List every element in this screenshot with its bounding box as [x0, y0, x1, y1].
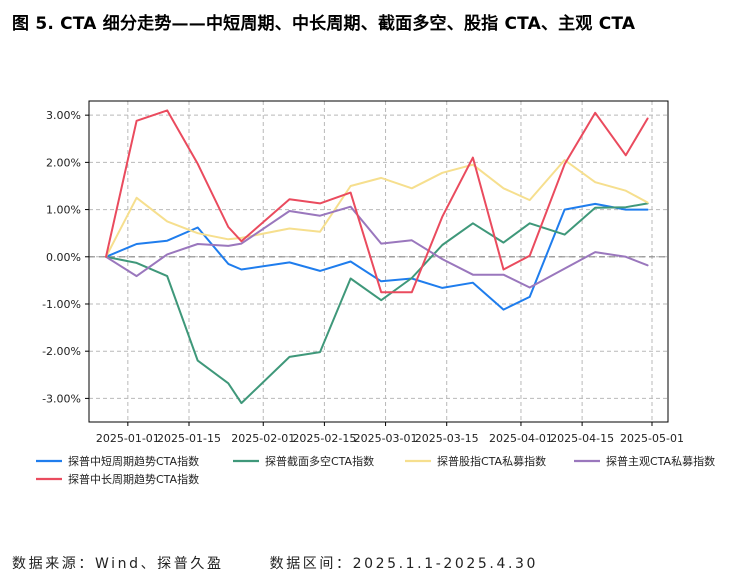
y-axis: 3.00% 2.00% 1.00% 0.00% -1.00% -2.00% -3.00% [42, 109, 89, 405]
range-value: 2025.1.1-2025.4.30 [352, 556, 539, 572]
x-tick-label: 2025-01-01 [96, 432, 160, 445]
y-tick-label: 3.00% [46, 109, 81, 122]
legend-label: 探普主观CTA私募指数 [606, 454, 715, 468]
y-tick-label: 0.00% [46, 251, 81, 264]
figure-title: 图 5. CTA 细分走势——中短周期、中长周期、截面多空、股指 CTA、主观 … [12, 14, 636, 34]
legend-label: 探普股指CTA私募指数 [437, 454, 546, 468]
x-tick-label: 2025-01-15 [157, 432, 221, 445]
legend-label: 探普中长周期趋势CTA指数 [68, 472, 199, 486]
series-line [105, 202, 649, 405]
x-tick-label: 2025-03-01 [354, 432, 418, 445]
y-tick-label: -2.00% [42, 345, 81, 358]
legend-label: 探普中短周期趋势CTA指数 [68, 454, 199, 468]
series-layer [105, 109, 649, 405]
legend-label: 探普截面多空CTA指数 [265, 454, 374, 468]
series-line [105, 202, 649, 311]
y-tick-label: -3.00% [42, 392, 81, 405]
source-label: 数据来源： [12, 556, 95, 572]
x-tick-label: 2025-02-01 [231, 432, 295, 445]
x-tick-label: 2025-02-15 [292, 432, 356, 445]
x-tick-label: 2025-04-15 [550, 432, 614, 445]
x-tick-label: 2025-03-15 [415, 432, 479, 445]
series-line [105, 159, 649, 258]
y-tick-label: 2.00% [46, 156, 81, 169]
plot-frame [88, 100, 669, 423]
y-tick-label: 1.00% [46, 204, 81, 217]
x-tick-label: 2025-04-01 [489, 432, 553, 445]
range-label: 数据区间： [269, 556, 353, 572]
y-tick-label: -1.00% [42, 298, 81, 311]
grid-layer [89, 101, 668, 422]
legend: 探普中短周期趋势CTA指数 探普截面多空CTA指数 探普股指CTA私募指数 探普主观C… [36, 454, 715, 486]
source-value: Wind、探普久盈 [95, 556, 224, 572]
source-line: 数据来源：Wind、探普久盈 数据区间：2025.1.1-2025.4.30 [12, 553, 538, 573]
series-line [105, 109, 649, 294]
x-tick-label: 2025-05-01 [620, 432, 684, 445]
series-line [105, 205, 649, 289]
